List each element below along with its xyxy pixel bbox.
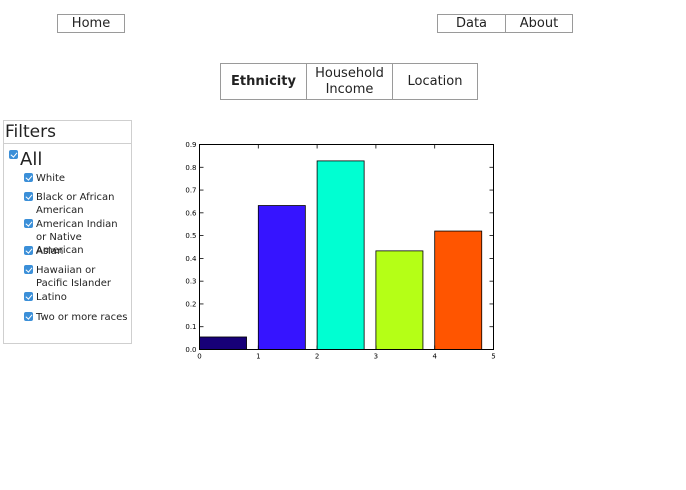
filters-panel: Filters All White Black or African Ameri… <box>3 120 132 344</box>
data-button[interactable]: Data <box>437 14 506 33</box>
filter-american-indian-checkbox[interactable] <box>24 219 33 228</box>
about-button[interactable]: About <box>505 14 573 33</box>
y-tick-label: 0.8 <box>185 164 196 172</box>
y-tick-label: 0.5 <box>185 232 196 240</box>
filter-latino-checkbox[interactable] <box>24 292 33 301</box>
filter-option-asian[interactable]: Asian <box>24 245 130 258</box>
y-tick-label: 0.3 <box>185 278 196 286</box>
bar-3 <box>375 250 424 350</box>
tab-ethnicity[interactable]: Ethnicity <box>221 64 306 99</box>
filter-option-white[interactable]: White <box>24 172 130 185</box>
filter-all-label: All <box>20 149 43 170</box>
filter-white-label: White <box>36 173 66 184</box>
bar-2 <box>316 160 365 350</box>
y-tick-label: 0.7 <box>185 187 196 195</box>
bar-4 <box>434 230 483 350</box>
y-tick-label: 0.9 <box>185 141 196 149</box>
home-button[interactable]: Home <box>57 14 125 33</box>
filter-hawaiian-label: Hawaiian or Pacific Islander <box>36 265 111 289</box>
y-tick-label: 0.0 <box>185 346 196 354</box>
y-tick-label: 0.6 <box>185 209 197 217</box>
tab-household-income-label: Household Income <box>315 65 384 97</box>
y-tick-label: 0.1 <box>185 323 196 331</box>
filter-black-label: Black or African American <box>36 192 115 216</box>
filter-option-hawaiian[interactable]: Hawaiian or Pacific Islander <box>24 264 130 290</box>
tab-ethnicity-label: Ethnicity <box>231 73 296 89</box>
filter-black-checkbox[interactable] <box>24 192 33 201</box>
filters-title: Filters <box>4 121 131 144</box>
tab-household-income[interactable]: Household Income <box>306 64 392 99</box>
y-tick-label: 0.2 <box>185 300 196 308</box>
x-tick-label: 0 <box>197 353 201 361</box>
filter-option-black[interactable]: Black or African American <box>24 191 130 217</box>
filter-white-checkbox[interactable] <box>24 173 33 182</box>
filter-two-or-more-label: Two or more races <box>36 312 128 323</box>
filter-latino-label: Latino <box>36 292 67 303</box>
filter-american-indian-label: American Indian or Native American <box>36 219 118 256</box>
filter-all-checkbox[interactable] <box>9 150 18 159</box>
x-tick-label: 3 <box>374 353 378 361</box>
bar-0 <box>199 336 247 350</box>
filter-asian-checkbox[interactable] <box>24 246 33 255</box>
x-tick-label: 1 <box>256 353 260 361</box>
y-tick-label: 0.4 <box>185 255 197 263</box>
x-tick-label: 2 <box>315 353 319 361</box>
tab-location-label: Location <box>407 73 463 89</box>
x-tick-label: 4 <box>432 353 437 361</box>
filter-asian-label: Asian <box>36 246 64 257</box>
filter-option-american-indian[interactable]: American Indian or Native American <box>24 218 130 257</box>
ethnicity-bar-chart: 0.0 0.1 0.2 0.3 0.4 0.5 0.6 0.7 0.8 0.9 0 1 2 3 4 5 <box>185 141 495 361</box>
filter-two-or-more-checkbox[interactable] <box>24 312 33 321</box>
filter-hawaiian-checkbox[interactable] <box>24 265 33 274</box>
x-tick-label: 5 <box>491 353 495 361</box>
tab-location[interactable]: Location <box>392 64 477 99</box>
plot-frame <box>199 144 494 350</box>
filter-option-latino[interactable]: Latino <box>24 291 130 304</box>
filter-all[interactable]: All <box>9 149 42 170</box>
filter-option-two-or-more[interactable]: Two or more races <box>24 311 130 324</box>
bar-1 <box>257 205 306 350</box>
category-tabs: Ethnicity Household Income Location <box>220 63 478 100</box>
